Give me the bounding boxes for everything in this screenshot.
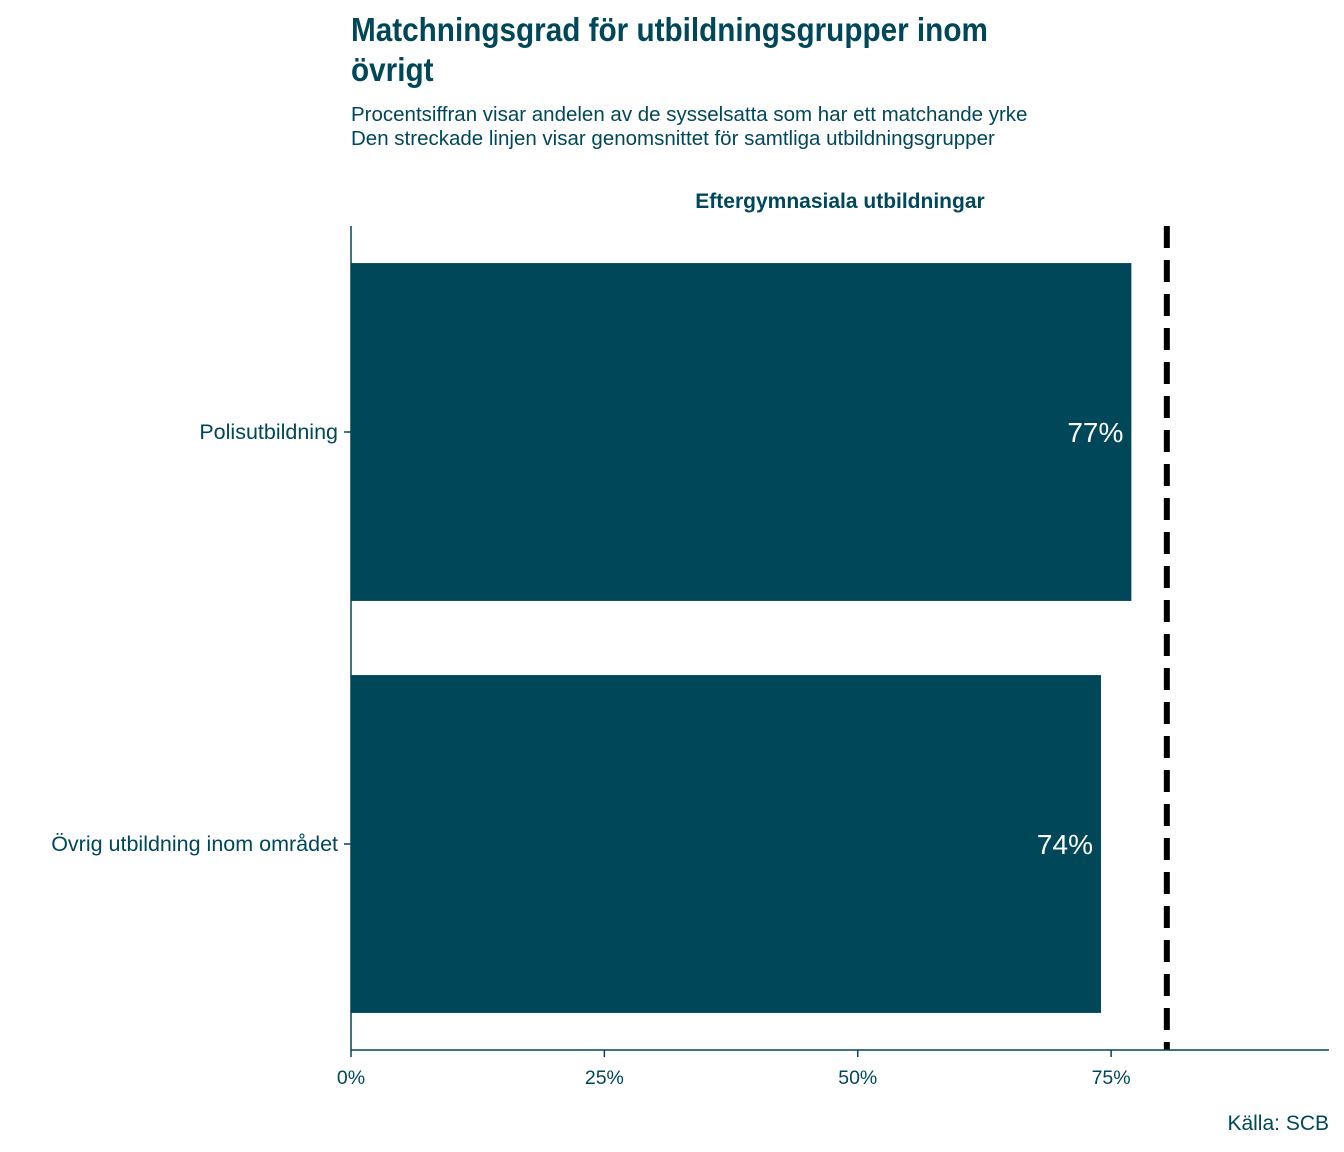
chart-title: Matchningsgrad för utbildningsgrupper in… bbox=[351, 11, 988, 88]
chart-subtitle-line-2: Den streckade linjen visar genomsnittet … bbox=[351, 127, 995, 150]
bar-0 bbox=[351, 263, 1132, 601]
chart-subtitle-line-1: Procentsiffran visar andelen av de sysse… bbox=[351, 103, 1028, 126]
x-tick-label-2: 50% bbox=[838, 1067, 877, 1089]
data-label-1: 74% bbox=[1037, 829, 1093, 860]
x-tick-label-3: 75% bbox=[1092, 1067, 1131, 1089]
bar-1 bbox=[351, 675, 1101, 1013]
x-tick-label-0: 0% bbox=[337, 1067, 365, 1089]
category-label-0: Polisutbildning bbox=[199, 420, 338, 444]
category-label-1: Övrig utbildning inom området bbox=[51, 832, 338, 856]
data-label-0: 77% bbox=[1067, 417, 1123, 448]
source-caption: Källa: SCB bbox=[1227, 1112, 1329, 1135]
x-tick-label-1: 25% bbox=[585, 1067, 624, 1089]
facet-label: Eftergymnasiala utbildningar bbox=[695, 190, 985, 213]
